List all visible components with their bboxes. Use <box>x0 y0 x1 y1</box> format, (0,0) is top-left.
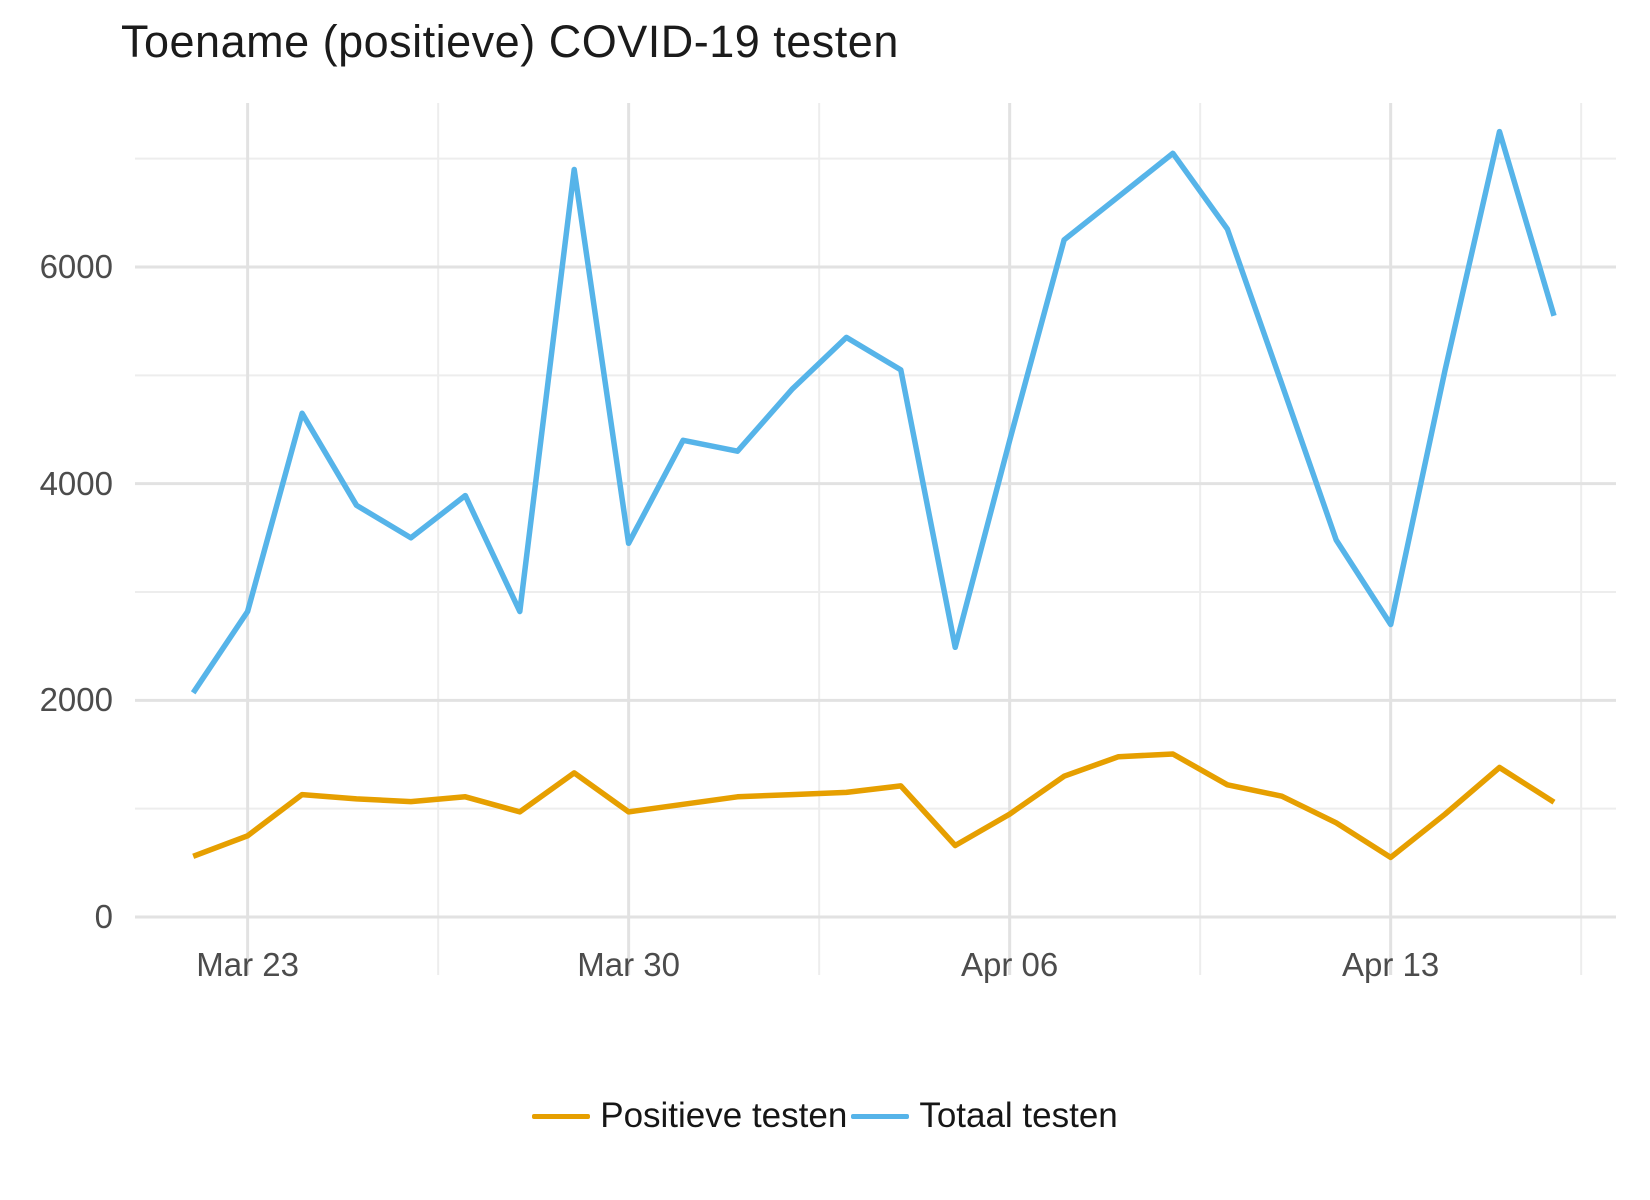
x-axis-tick-label: Mar 23 <box>196 946 299 983</box>
x-axis-tick-label: Mar 30 <box>577 946 680 983</box>
legend-swatch-positieve-testen <box>532 1113 591 1119</box>
legend-swatch-totaal-testen <box>851 1113 910 1119</box>
legend-item-totaal-testen: Totaal testen <box>851 1096 1118 1136</box>
series-line-positieve-testen <box>192 751 1556 861</box>
legend-label-positieve-testen: Positieve testen <box>600 1096 848 1135</box>
y-axis-tick-label: 2000 <box>39 681 113 719</box>
legend-label-totaal-testen: Totaal testen <box>919 1096 1118 1135</box>
x-axis-tick-label: Apr 13 <box>1342 946 1440 983</box>
legend: Positieve testen Totaal testen <box>0 1096 1650 1136</box>
series-line-totaal-testen <box>190 128 1557 695</box>
y-axis-tick-label: 0 <box>94 898 113 935</box>
y-axis-tick-label: 4000 <box>39 464 113 502</box>
y-axis-tick-label: 6000 <box>39 248 113 285</box>
legend-item-positieve-testen: Positieve testen <box>532 1096 847 1136</box>
x-axis-tick-label: Apr 06 <box>961 946 1059 983</box>
chart-title: Toename (positieve) COVID-19 testen <box>121 16 899 67</box>
